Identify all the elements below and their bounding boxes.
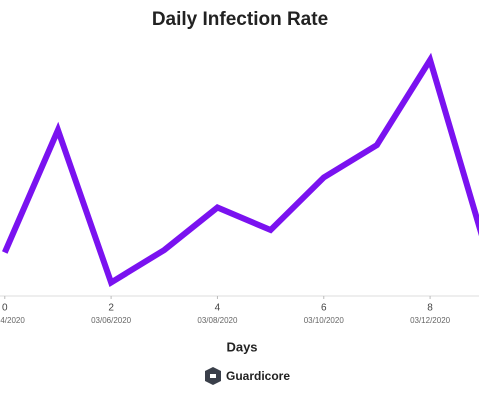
x-tick-date: 03/04/2020 — [0, 316, 25, 325]
brand-logo: Guardicore — [205, 367, 290, 385]
x-tick-label: 8 — [427, 303, 433, 314]
brand-name: Guardicore — [226, 369, 290, 383]
x-tick-label: 4 — [215, 303, 221, 314]
x-tick-date: 03/12/2020 — [410, 316, 451, 325]
chart-title: Daily Infection Rate — [152, 9, 328, 30]
x-axis-label: Days — [226, 339, 257, 354]
x-tick-date: 03/06/2020 — [91, 316, 132, 325]
x-tick-label: 0 — [2, 303, 8, 314]
x-tick-date: 03/08/2020 — [197, 316, 238, 325]
x-tick-label: 2 — [108, 303, 114, 314]
logo-mark — [210, 374, 216, 378]
data-line — [2, 52, 479, 287]
x-tick-date: 03/10/2020 — [304, 316, 345, 325]
x-tick-label: 6 — [321, 303, 327, 314]
